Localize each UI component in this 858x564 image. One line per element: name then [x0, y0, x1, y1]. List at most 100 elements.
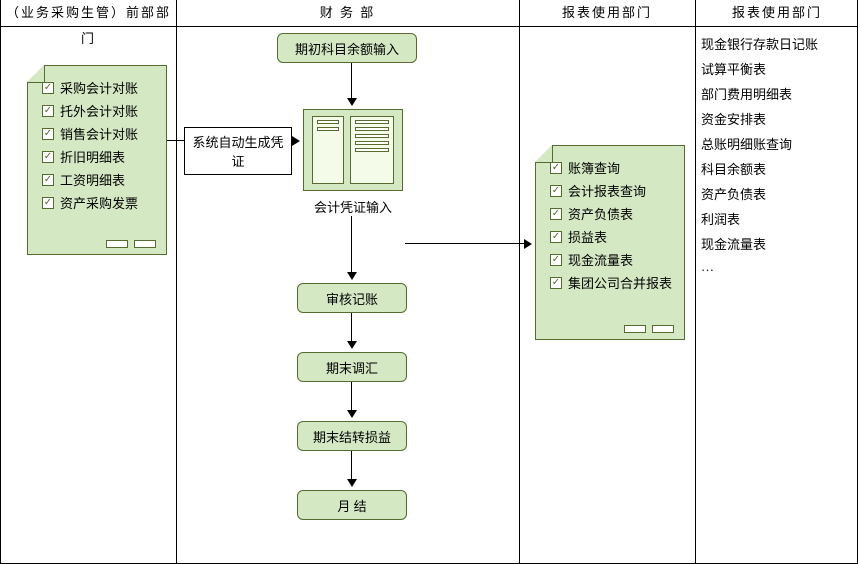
connector-label: 系统自动生成凭证 [184, 127, 292, 175]
slot [355, 134, 389, 138]
report-list-item: 现金银行存款日记账 [701, 34, 818, 53]
arrow-down-icon [347, 98, 357, 106]
arrow-right-icon [524, 239, 532, 249]
note-item: ✓ 集团公司合并报表 [550, 271, 674, 294]
header-divider [1, 26, 857, 27]
checkbox-icon: ✓ [550, 277, 562, 289]
connector-line [351, 216, 352, 274]
process-box: 期初科目余额输入 [277, 33, 417, 63]
process-box: 期末调汇 [297, 352, 407, 382]
slot [355, 120, 389, 124]
footer-slot [106, 240, 128, 248]
note-item: ✓ 采购会计对账 [42, 76, 156, 99]
note-footer [624, 325, 674, 333]
process-box: 期末结转损益 [297, 421, 407, 451]
note-item: ✓ 会计报表查询 [550, 179, 674, 202]
slot [317, 127, 339, 131]
report-list-item: 科目余额表 [701, 159, 818, 178]
checkbox-icon: ✓ [550, 231, 562, 243]
note-item-label: 集团公司合并报表 [568, 273, 672, 292]
slot [317, 120, 339, 124]
checkbox-icon: ✓ [550, 162, 562, 174]
terminal-rack-icon [350, 116, 394, 184]
note-item: ✓资产采购发票 [42, 191, 156, 214]
dog-ear-icon [27, 65, 45, 83]
checkbox-icon: ✓ [42, 105, 54, 117]
note-item-label: 采购会计对账 [60, 78, 138, 97]
checkbox-icon: ✓ [550, 208, 562, 220]
slot [355, 148, 389, 152]
process-label: 月 结 [337, 496, 366, 515]
arrow-down-icon [347, 479, 357, 487]
note-item-label: 托外会计对账 [60, 101, 138, 120]
note-footer [106, 240, 156, 248]
process-label: 期末结转损益 [313, 427, 391, 446]
column-divider [695, 0, 696, 563]
checkbox-icon: ✓ [42, 151, 54, 163]
note-item: ✓ 账簿查询 [550, 156, 674, 179]
note-item-label: 销售会计对账 [60, 124, 138, 143]
note-item-label: 账簿查询 [568, 158, 620, 177]
checkbox-icon: ✓ [42, 197, 54, 209]
process-label: 审核记账 [326, 289, 378, 308]
column-header: 财 务 部 [176, 0, 519, 26]
checkbox-icon: ✓ [42, 82, 54, 94]
connector-line [405, 243, 526, 244]
process-label: 期末调汇 [326, 358, 378, 377]
report-list-item: 利润表 [701, 209, 818, 228]
connector-line [351, 382, 352, 412]
note-item: ✓ 资产负债表 [550, 202, 674, 225]
note-item-label: 现金流量表 [568, 250, 633, 269]
terminal-tower-icon [312, 116, 344, 184]
dog-ear-icon [535, 145, 553, 163]
arrow-down-icon [347, 272, 357, 280]
note-item: ✓ 损益表 [550, 225, 674, 248]
swimlane-diagram: （业务采购生管）前部部门财 务 部报表使用部门报表使用部门期初科目余额输入审核记… [0, 0, 858, 564]
slot [355, 127, 389, 131]
note-item: ✓ 工资明细表 [42, 168, 156, 191]
note-item-label: 资产负债表 [568, 204, 633, 223]
process-label: 期初科目余额输入 [295, 39, 399, 58]
note-item-label: 工资明细表 [60, 170, 125, 189]
left_note: ✓ 采购会计对账 ✓ 托外会计对账 ✓ 销售会计对账 ✓ 折旧明细表 ✓ 工资明细表 ✓资产采购发票 [27, 65, 167, 255]
arrow-down-icon [347, 341, 357, 349]
column-divider [519, 0, 520, 563]
terminal-icon [303, 109, 403, 191]
column-header: （业务采购生管）前部部门 [1, 0, 176, 26]
connector-line [351, 63, 352, 100]
footer-slot [652, 325, 674, 333]
note-item: ✓ 销售会计对账 [42, 122, 156, 145]
report-list-item: 部门费用明细表 [701, 84, 818, 103]
checkbox-icon: ✓ [42, 128, 54, 140]
note-item-label: 会计报表查询 [568, 181, 646, 200]
checkbox-icon: ✓ [42, 174, 54, 186]
report-list-item: 现金流量表 [701, 234, 818, 253]
checkbox-icon: ✓ [550, 185, 562, 197]
slot [355, 141, 389, 145]
terminal-body [304, 110, 402, 190]
process-box: 审核记账 [297, 283, 407, 313]
column-header: 报表使用部门 [695, 0, 858, 26]
report-list-item: 资产负债表 [701, 184, 818, 203]
connector-line [351, 451, 352, 481]
footer-slot [134, 240, 156, 248]
note-item-label: 损益表 [568, 227, 607, 246]
connector-line [351, 313, 352, 343]
report-list-item: … [701, 259, 818, 275]
note-body: ✓ 账簿查询 ✓ 会计报表查询 ✓ 资产负债表 ✓ 损益表 ✓现金流量表 ✓ 集团公司合并报表 [536, 146, 684, 304]
note-item: ✓现金流量表 [550, 248, 674, 271]
report-list-item: 总账明细账查询 [701, 134, 818, 153]
note-item-label: 折旧明细表 [60, 147, 125, 166]
footer-slot [624, 325, 646, 333]
report-list-item: 资金安排表 [701, 109, 818, 128]
column-divider [176, 0, 177, 563]
arrow-right-icon [292, 136, 300, 146]
note-item: ✓ 折旧明细表 [42, 145, 156, 168]
process-box: 月 结 [297, 490, 407, 520]
note-item: ✓ 托外会计对账 [42, 99, 156, 122]
report-list: 现金银行存款日记账试算平衡表部门费用明细表资金安排表总账明细账查询科目余额表资产… [701, 34, 818, 275]
column-header: 报表使用部门 [519, 0, 695, 26]
terminal-caption: 会计凭证输入 [295, 197, 411, 216]
arrow-down-icon [347, 410, 357, 418]
report-list-item: 试算平衡表 [701, 59, 818, 78]
